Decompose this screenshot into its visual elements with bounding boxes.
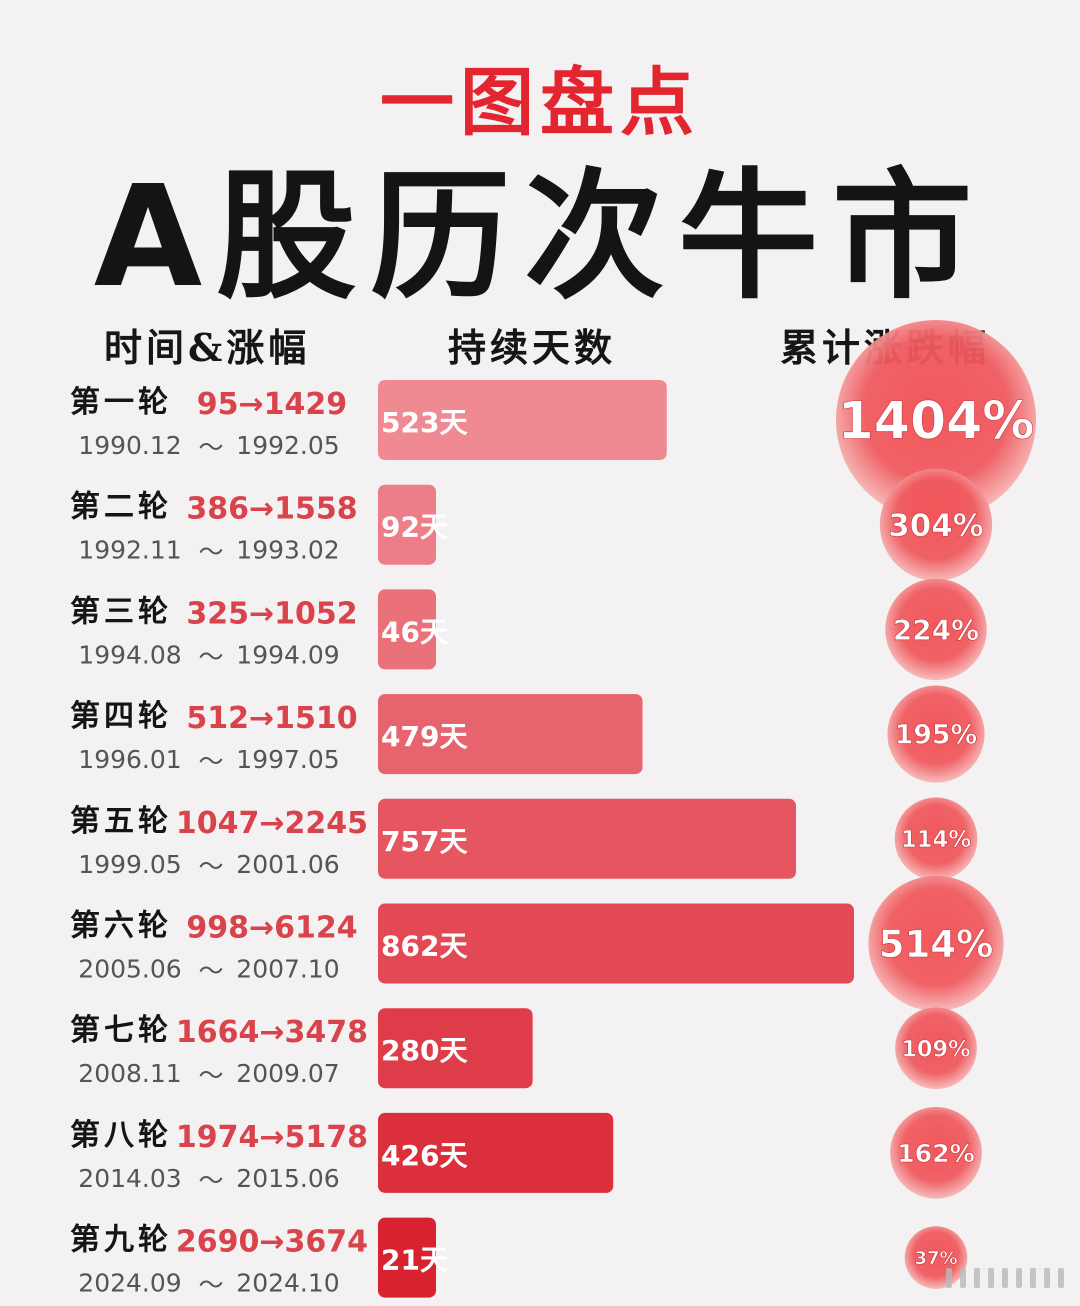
- duration-bar: [378, 380, 667, 460]
- gain-bubble: [868, 875, 1004, 1012]
- end-date: 2009.07: [236, 1059, 339, 1088]
- date-separator: ～: [198, 852, 223, 881]
- index-range: 998→6124: [186, 911, 357, 946]
- index-range: 325→1052: [186, 596, 357, 631]
- gain-label: 109%: [901, 1036, 970, 1062]
- gain-bubble: [894, 797, 978, 881]
- duration-label: 21天: [381, 1244, 448, 1277]
- gain-label: 37%: [914, 1248, 957, 1269]
- date-separator: ～: [198, 1271, 223, 1300]
- gain-bubble: [887, 685, 985, 783]
- start-date: 1996.01: [78, 745, 181, 774]
- duration-bar: [378, 484, 436, 565]
- start-date: 1992.11: [78, 536, 181, 565]
- end-date: 2024.10: [236, 1269, 339, 1298]
- gain-bubble: [890, 1107, 982, 1199]
- duration-label: 46天: [381, 615, 448, 648]
- column-header-days: 持续天数: [448, 325, 617, 370]
- gain-bubble: [836, 320, 1036, 520]
- end-date: 2001.06: [236, 850, 339, 879]
- round-label: 第一轮: [70, 385, 172, 420]
- duration-label: 426天: [381, 1139, 467, 1172]
- index-range: 1974→5178: [176, 1120, 368, 1155]
- start-date: 2008.11: [78, 1059, 181, 1088]
- end-date: 2007.10: [236, 955, 339, 984]
- start-date: 1990.12: [78, 431, 181, 460]
- watermark-icon: [946, 1268, 1064, 1288]
- duration-bar: [378, 589, 436, 670]
- index-range: 1047→2245: [176, 806, 368, 841]
- round-label: 第六轮: [70, 909, 172, 944]
- duration-label: 280天: [381, 1034, 467, 1067]
- round-label: 第二轮: [70, 490, 172, 525]
- index-range: 1664→3478: [176, 1015, 368, 1050]
- start-date: 2014.03: [78, 1164, 181, 1193]
- chart-title: A股历次牛市: [93, 156, 987, 319]
- start-date: 2024.09: [78, 1269, 181, 1298]
- gain-label: 162%: [897, 1139, 975, 1168]
- round-label: 第七轮: [70, 1013, 172, 1048]
- gain-label: 114%: [901, 827, 971, 853]
- index-range: 512→1510: [186, 701, 357, 736]
- end-date: 1997.05: [236, 745, 339, 774]
- chart-subtitle: 一图盘点: [380, 60, 700, 146]
- round-label: 第三轮: [70, 594, 172, 629]
- end-date: 2015.06: [236, 1164, 339, 1193]
- index-range: 2690→3674: [176, 1225, 368, 1260]
- date-separator: ～: [198, 1061, 223, 1090]
- round-label: 第九轮: [70, 1223, 172, 1258]
- gain-bubble: [879, 468, 993, 581]
- index-range: 386→1558: [186, 492, 357, 527]
- duration-bar: [378, 1112, 614, 1193]
- gain-bubble: [895, 1007, 977, 1090]
- date-separator: ～: [198, 747, 223, 776]
- duration-bar: [378, 694, 643, 775]
- start-date: 1999.05: [78, 850, 181, 879]
- duration-label: 479天: [381, 720, 467, 753]
- end-date: 1994.09: [236, 640, 339, 669]
- start-date: 1994.08: [78, 640, 181, 669]
- round-label: 第四轮: [70, 699, 172, 734]
- gain-label: 304%: [888, 508, 983, 544]
- gain-label: 514%: [879, 922, 994, 966]
- duration-bar: [378, 798, 797, 879]
- date-separator: ～: [198, 957, 223, 986]
- duration-label: 757天: [381, 825, 467, 858]
- gain-label: 1404%: [838, 392, 1035, 452]
- gain-label: 224%: [893, 613, 979, 646]
- start-date: 2005.06: [78, 955, 181, 984]
- duration-bar: [378, 1008, 533, 1089]
- duration-label: 523天: [381, 406, 467, 439]
- round-label: 第八轮: [70, 1118, 172, 1153]
- gain-bubble: [885, 578, 987, 681]
- column-header-time: 时间&涨幅: [104, 325, 311, 370]
- date-separator: ～: [198, 433, 223, 462]
- end-date: 1993.02: [236, 536, 339, 565]
- date-separator: ～: [198, 642, 223, 671]
- duration-label: 92天: [381, 511, 448, 544]
- duration-bar: [378, 903, 854, 984]
- duration-label: 862天: [381, 930, 467, 963]
- date-separator: ～: [198, 1166, 223, 1195]
- gain-label: 195%: [895, 720, 977, 751]
- date-separator: ～: [198, 538, 223, 567]
- end-date: 1992.05: [236, 431, 339, 460]
- index-range: 95→1429: [197, 387, 347, 422]
- duration-bar: [378, 1217, 436, 1298]
- round-label: 第五轮: [70, 804, 172, 839]
